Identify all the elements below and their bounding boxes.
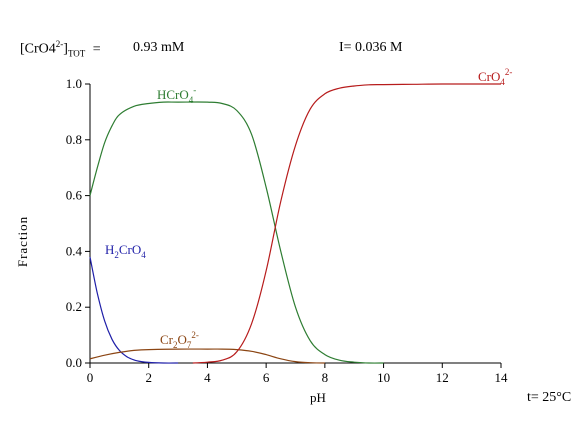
series-label-h2cro4: H2CrO4 — [105, 242, 146, 260]
series-line-h2cro4 — [89, 256, 179, 364]
y-tick-label: 0.4 — [66, 243, 83, 258]
chart-series — [89, 83, 501, 364]
x-tick-label: 4 — [204, 370, 211, 385]
y-tick-label: 0.0 — [66, 355, 82, 370]
x-tick-label: 2 — [145, 370, 152, 385]
series-line-cro4-2 — [192, 83, 501, 364]
x-tick-label: 8 — [322, 370, 329, 385]
x-axis-label: pH — [310, 390, 326, 405]
series-label-cro4-2: CrO42- — [478, 67, 512, 87]
y-tick-label: 0.2 — [66, 299, 82, 314]
series-label-cr2o7-2: Cr2O72- — [160, 330, 199, 350]
x-tick-label: 14 — [495, 370, 509, 385]
total-concentration-equals: = — [92, 41, 101, 57]
series-label-hcro4: HCrO4- — [157, 85, 196, 105]
total-concentration-value: 0.93 mM — [133, 40, 185, 55]
x-tick-label: 6 — [263, 370, 270, 385]
y-tick-label: 1.0 — [66, 76, 82, 91]
total-concentration-label: [CrO42-]TOT = — [20, 39, 101, 58]
chart-axes: 0 2 4 6 8 10 12 14 0.0 0.2 0.4 0.6 0.8 1.0 pH Fraction — [15, 76, 508, 405]
total-concentration-bracket: ] — [63, 41, 68, 57]
y-tick-label: 0.8 — [66, 132, 82, 147]
x-tick-label: 10 — [377, 370, 390, 385]
series-line-cr2o7-2 — [89, 348, 325, 364]
x-tick-label: 12 — [436, 370, 449, 385]
chart-series-labels: H2CrO4 HCrO4- Cr2O72- CrO42- — [105, 67, 512, 350]
ionic-strength: I= 0.036 M — [339, 40, 403, 55]
temperature: t= 25°C — [527, 390, 572, 405]
total-concentration-subscript: TOT — [67, 48, 86, 59]
total-concentration-species: [CrO4 — [20, 41, 56, 57]
x-tick-label: 0 — [87, 370, 94, 385]
series-line-hcro4 — [89, 101, 384, 364]
total-concentration-charge: 2- — [55, 39, 64, 49]
y-tick-label: 0.6 — [66, 188, 83, 203]
y-axis-label: Fraction — [15, 216, 30, 267]
